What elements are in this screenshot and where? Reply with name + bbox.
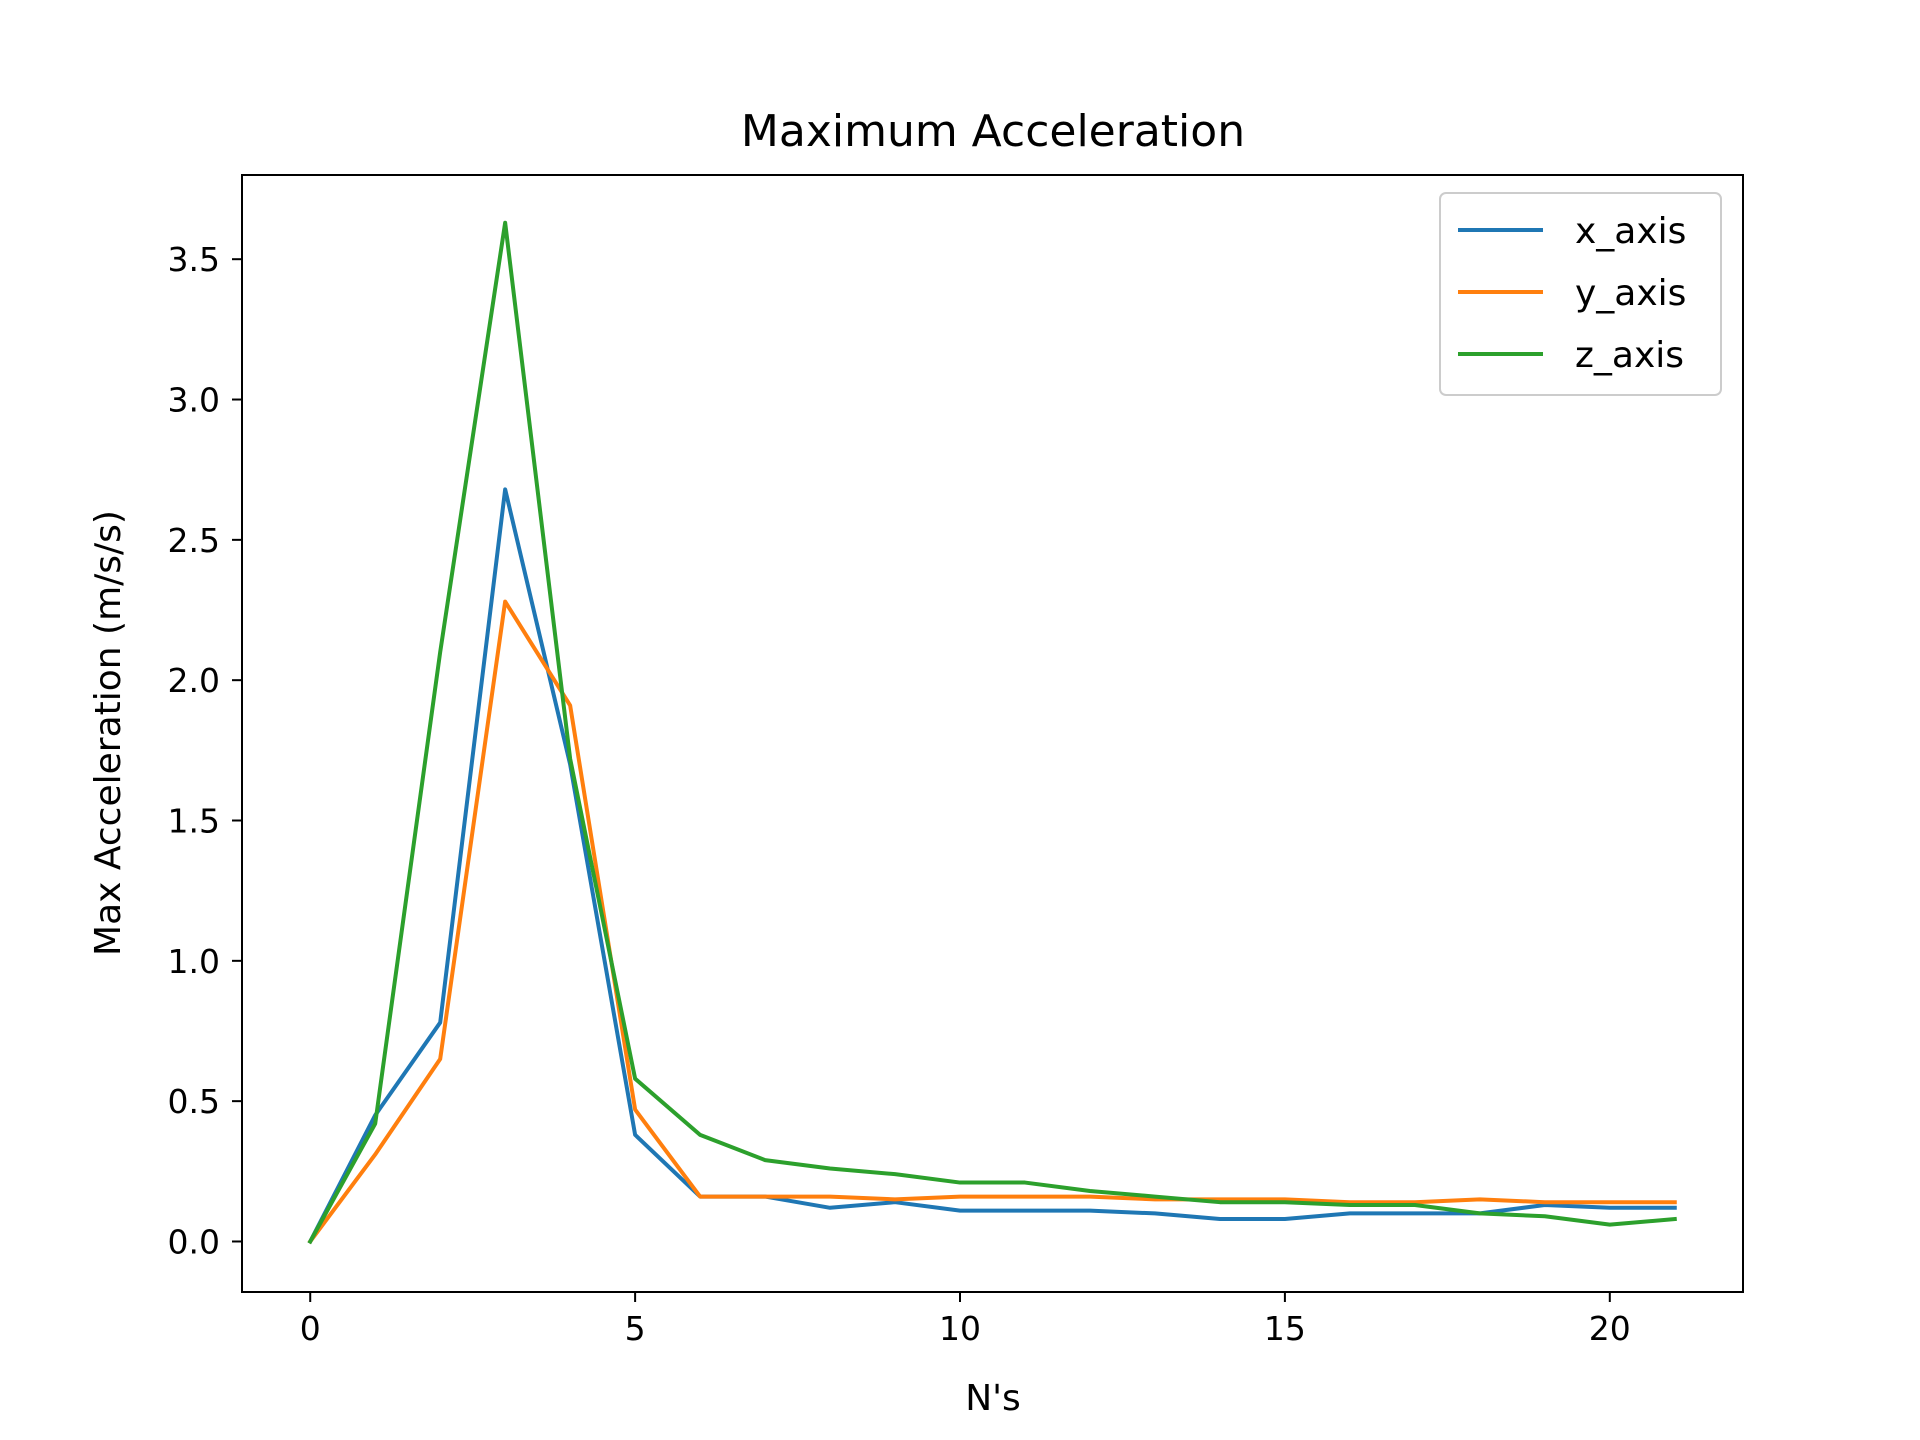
x-axis-label: N's bbox=[965, 1378, 1021, 1419]
y-tick-label: 3.5 bbox=[168, 240, 220, 279]
legend-label-y-axis: y_axis bbox=[1575, 273, 1686, 314]
legend-label-x-axis: x_axis bbox=[1575, 211, 1686, 252]
y-tick-label: 2.5 bbox=[168, 521, 220, 560]
series-line-x-axis bbox=[307, 487, 1677, 1245]
x-tick-label: 0 bbox=[300, 1309, 321, 1348]
plot-lines bbox=[307, 220, 1677, 1245]
series-line-z-axis bbox=[307, 220, 1677, 1245]
y-axis-label: Max Acceleration (m/s/s) bbox=[88, 510, 129, 956]
legend-box bbox=[1439, 192, 1722, 396]
x-tick-label: 10 bbox=[939, 1309, 981, 1348]
y-tick-label: 2.0 bbox=[168, 661, 220, 700]
y-tick-label: 0.5 bbox=[168, 1082, 220, 1121]
y-axis: 0.0 0.5 1.0 1.5 2.0 2.5 3.0 3.5 bbox=[168, 240, 242, 1261]
series-line-y-axis bbox=[307, 599, 1677, 1245]
y-tick-label: 1.0 bbox=[168, 942, 220, 981]
x-tick-label: 5 bbox=[625, 1309, 646, 1348]
y-tick-label: 3.0 bbox=[168, 381, 220, 420]
x-tick-label: 15 bbox=[1264, 1309, 1306, 1348]
x-tick-label: 20 bbox=[1589, 1309, 1631, 1348]
x-axis: 0 5 10 15 20 bbox=[300, 1292, 1631, 1348]
legend: x_axis y_axis z_axis bbox=[1439, 192, 1722, 396]
y-tick-label: 1.5 bbox=[168, 802, 220, 841]
y-tick-label: 0.0 bbox=[168, 1222, 220, 1261]
chart-title: Maximum Acceleration bbox=[741, 106, 1245, 157]
plot-frame bbox=[241, 174, 1744, 1293]
legend-label-z-axis: z_axis bbox=[1575, 335, 1684, 376]
